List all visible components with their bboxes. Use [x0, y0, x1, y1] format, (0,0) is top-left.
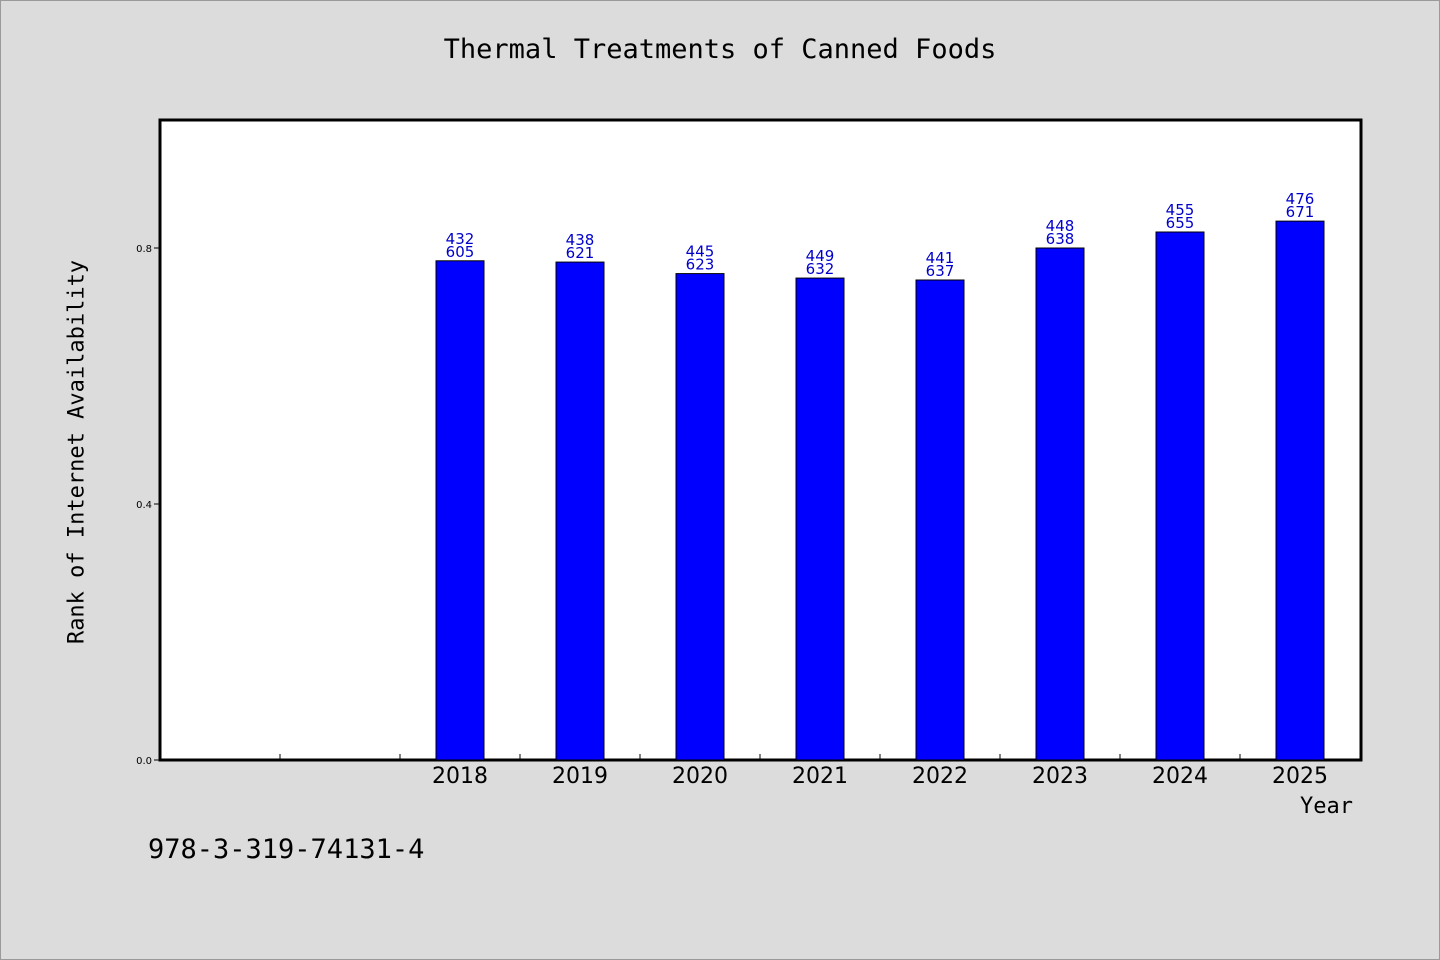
x-tick-label: 2018 [432, 764, 488, 789]
bar-2021 [795, 277, 845, 761]
x-tick-label: 2022 [912, 764, 968, 789]
bar-label-top: 449 [806, 247, 835, 265]
bar-label-top: 476 [1286, 190, 1315, 208]
y-tick-label: 0.0 [136, 756, 152, 767]
bar-2024 [1155, 231, 1205, 761]
bar-label-bottom: 605 [446, 243, 475, 261]
isbn-code: 978-3-319-74131-4 [148, 834, 425, 865]
bar-label-bottom: 671 [1286, 203, 1315, 221]
bar-2018 [435, 260, 485, 761]
x-tick-label: 2023 [1032, 764, 1088, 789]
x-axis-label: Year [1300, 794, 1353, 819]
x-tick-label: 2019 [552, 764, 608, 789]
bar-label-bottom: 655 [1166, 214, 1195, 232]
bar-2023 [1035, 247, 1085, 761]
bar-label-bottom: 638 [1046, 230, 1075, 248]
bar-2019 [555, 261, 605, 761]
bar-label-top: 432 [446, 230, 475, 248]
bar-label-bottom: 632 [806, 260, 835, 278]
bar-label-bottom: 621 [566, 244, 595, 262]
bar-2022 [915, 279, 965, 761]
bar-label-top: 448 [1046, 217, 1075, 235]
x-tick-label: 2025 [1272, 764, 1328, 789]
bar-label-top: 438 [566, 231, 595, 249]
y-tick-label: 0.8 [136, 244, 152, 255]
bar-label-top: 445 [686, 243, 715, 261]
x-tick-label: 2024 [1152, 764, 1208, 789]
bar-2020 [675, 273, 725, 761]
bar-2025 [1275, 220, 1325, 761]
bar-label-top: 455 [1166, 201, 1195, 219]
chart-title: Thermal Treatments of Canned Foods [443, 34, 997, 65]
x-tick-label: 2021 [792, 764, 848, 789]
bar-label-top: 441 [926, 249, 955, 267]
x-tick-label: 2020 [672, 764, 728, 789]
y-tick-label: 0.4 [136, 500, 152, 511]
bar-label-bottom: 637 [926, 262, 955, 280]
bar-label-bottom: 623 [686, 256, 715, 274]
